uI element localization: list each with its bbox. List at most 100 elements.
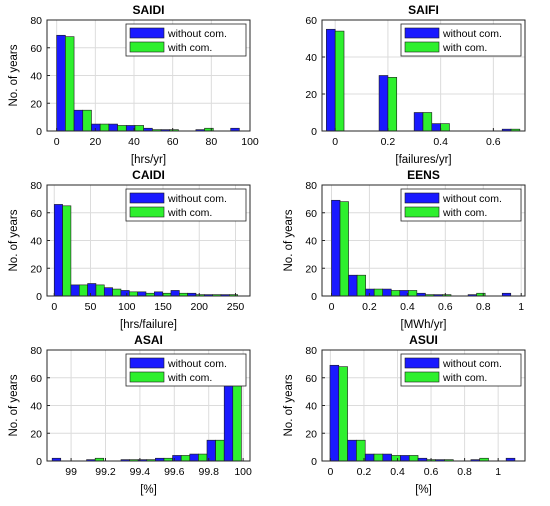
bar-without-com bbox=[206, 439, 216, 462]
legend-swatch-without bbox=[129, 357, 165, 369]
x-tick-label: 99.4 bbox=[130, 466, 151, 478]
legend-label-without: without com. bbox=[167, 193, 227, 205]
bar-without-com bbox=[120, 290, 130, 297]
x-axis-label: [hrs/yr] bbox=[131, 154, 166, 166]
legend-label-with: with com. bbox=[442, 372, 487, 384]
legend-label-without: without com. bbox=[442, 193, 502, 205]
y-tick-label: 0 bbox=[311, 291, 317, 303]
legend-swatch-without bbox=[404, 27, 440, 39]
chart-asai: 99 99.2 99.4 99.6 99.8 100 0 20 40 60 80 ASAI [%] No.… bbox=[8, 333, 252, 496]
bar-with-com bbox=[99, 123, 110, 132]
x-tick-label: 60 bbox=[167, 136, 179, 148]
y-tick-label: 80 bbox=[30, 345, 42, 357]
bar-with-com bbox=[198, 453, 208, 462]
x-tick-label: 1 bbox=[518, 301, 524, 313]
bar-without-com bbox=[189, 453, 199, 462]
x-tick-label: 40 bbox=[128, 136, 140, 148]
chart-title: ASAI bbox=[134, 333, 163, 347]
legend: without com. with com. bbox=[125, 353, 247, 387]
chart-asui: 0 0.2 0.4 0.6 0.8 1 0 20 40 60 80 ASUI [%] No. of yea… bbox=[283, 333, 526, 496]
y-tick-label: 0 bbox=[36, 126, 42, 138]
x-tick-label: 0.4 bbox=[390, 466, 405, 478]
bar-with-com bbox=[391, 455, 401, 462]
bar-with-com bbox=[408, 290, 418, 297]
legend-swatch-with bbox=[404, 371, 440, 383]
bar-with-com bbox=[440, 123, 450, 132]
bar-without-com bbox=[382, 288, 392, 297]
bar-without-com bbox=[364, 453, 375, 462]
bar-with-com bbox=[65, 36, 75, 132]
x-tick-label: 0 bbox=[329, 301, 335, 313]
y-tick-label: 40 bbox=[305, 52, 317, 64]
y-tick-label: 20 bbox=[305, 89, 317, 101]
legend: without com. with com. bbox=[125, 23, 247, 57]
y-tick-label: 40 bbox=[305, 236, 317, 248]
bar-with-com bbox=[408, 455, 419, 462]
x-tick-label: 250 bbox=[227, 301, 245, 313]
bar-without-com bbox=[382, 453, 392, 462]
x-tick-label: 100 bbox=[234, 466, 252, 478]
legend-label-with: with com. bbox=[442, 207, 487, 219]
bar-with-com bbox=[95, 284, 105, 297]
x-tick-label: 200 bbox=[190, 301, 208, 313]
legend-swatch-without bbox=[404, 192, 440, 204]
x-tick-label: 0.6 bbox=[424, 466, 439, 478]
y-tick-label: 60 bbox=[30, 208, 42, 220]
x-tick-label: 99.8 bbox=[198, 466, 219, 478]
legend-label-with: with com. bbox=[167, 372, 212, 384]
bar-with-com bbox=[390, 290, 401, 297]
x-tick-label: 0.2 bbox=[357, 466, 372, 478]
x-axis-label: [failures/yr] bbox=[395, 154, 451, 166]
legend-swatch-without bbox=[129, 27, 165, 39]
bar-with-com bbox=[422, 112, 433, 132]
legend-swatch-with bbox=[129, 371, 165, 383]
y-axis-label: No. of years bbox=[8, 209, 20, 271]
x-axis-label: [MWh/yr] bbox=[401, 319, 447, 331]
y-axis-label: No. of years bbox=[8, 44, 20, 106]
bar-without-com bbox=[56, 34, 66, 132]
x-tick-label: 100 bbox=[241, 136, 259, 148]
legend-label-without: without com. bbox=[167, 358, 227, 370]
y-tick-label: 80 bbox=[305, 180, 317, 192]
x-tick-label: 0 bbox=[332, 136, 338, 148]
bar-with-com bbox=[373, 288, 384, 297]
axes-box bbox=[321, 19, 526, 132]
x-tick-label: 0.6 bbox=[438, 301, 453, 313]
x-tick-label: 99.6 bbox=[164, 466, 185, 478]
x-tick-label: 0 bbox=[54, 136, 60, 148]
x-tick-label: 20 bbox=[89, 136, 101, 148]
x-tick-label: 99 bbox=[65, 466, 77, 478]
x-axis-label: [hrs/failure] bbox=[120, 319, 177, 331]
y-tick-label: 40 bbox=[30, 401, 42, 413]
y-tick-label: 0 bbox=[36, 456, 42, 468]
legend: without com. with com. bbox=[400, 23, 522, 57]
chart-caidi: 0 50 100 150 200 250 0 20 40 60 80 CAIDI [hrs/failur… bbox=[8, 168, 251, 331]
x-axis-label: [%] bbox=[415, 484, 432, 496]
bar-without-com bbox=[70, 284, 80, 297]
bar-with-com bbox=[373, 453, 384, 462]
y-tick-label: 60 bbox=[30, 43, 42, 55]
legend-label-with: with com. bbox=[442, 42, 487, 54]
legend-label-without: without com. bbox=[442, 28, 502, 40]
legend-swatch-with bbox=[129, 206, 165, 218]
y-tick-label: 80 bbox=[305, 345, 317, 357]
chart-title: CAIDI bbox=[132, 168, 165, 182]
y-tick-label: 20 bbox=[30, 428, 42, 440]
bar-without-com bbox=[73, 109, 84, 132]
x-axis-label: [%] bbox=[140, 484, 157, 496]
bar-with-com bbox=[62, 205, 72, 297]
bar-with-com bbox=[82, 109, 92, 132]
legend-label-with: with com. bbox=[167, 42, 212, 54]
y-tick-label: 80 bbox=[30, 15, 42, 27]
legend: without com. with com. bbox=[125, 188, 247, 222]
bar-without-com bbox=[348, 274, 358, 297]
bar-without-com bbox=[329, 364, 340, 462]
x-tick-label: 50 bbox=[85, 301, 97, 313]
bar-without-com bbox=[413, 112, 424, 132]
bar-without-com bbox=[53, 204, 63, 297]
y-tick-label: 20 bbox=[30, 98, 42, 110]
bar-without-com bbox=[170, 290, 180, 297]
x-tick-label: 0.2 bbox=[381, 136, 396, 148]
y-tick-label: 40 bbox=[30, 236, 42, 248]
